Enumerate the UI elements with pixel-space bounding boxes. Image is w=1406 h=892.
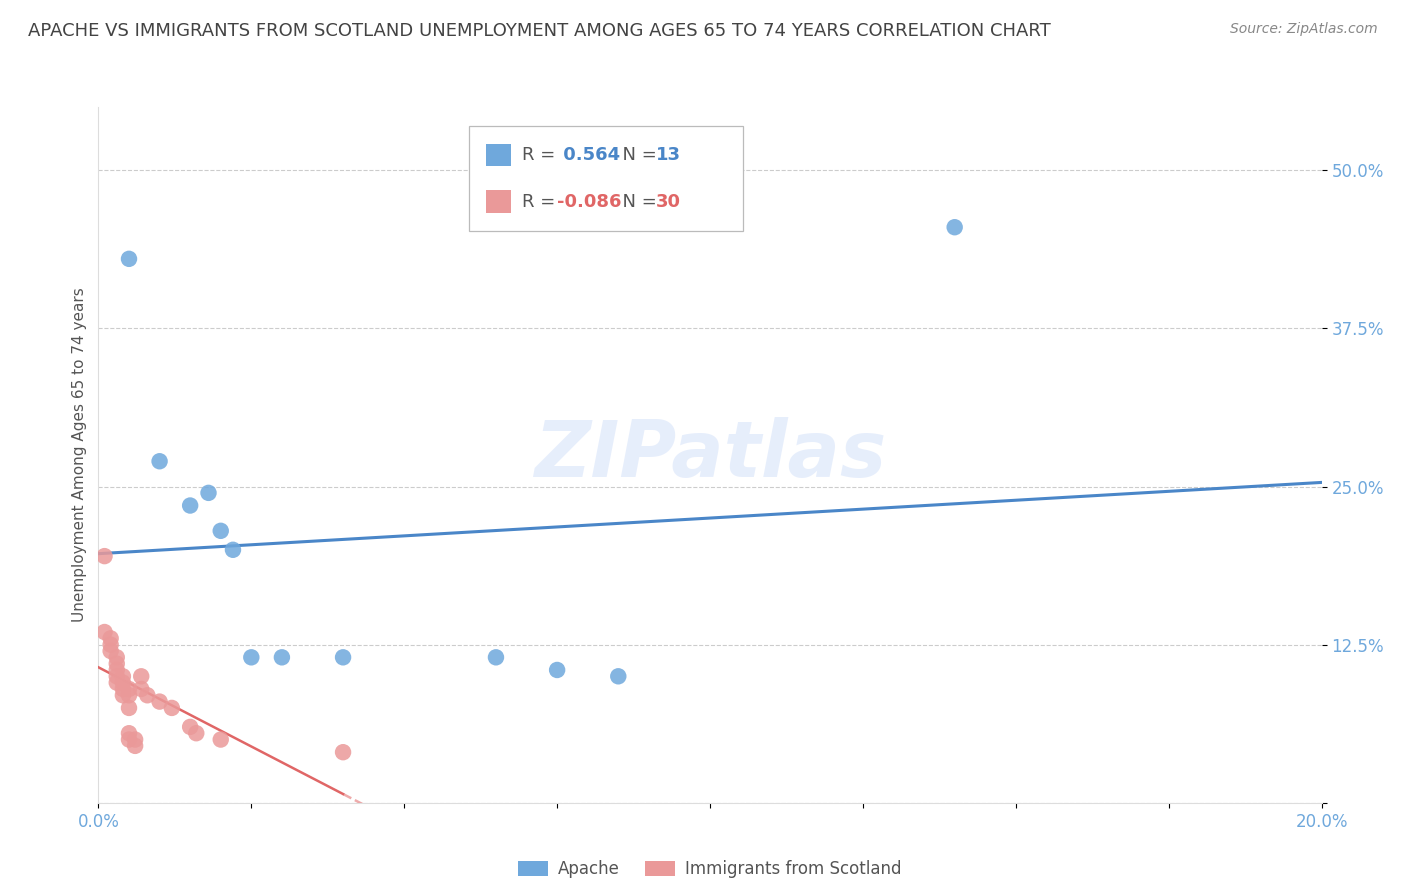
Point: [209, 732, 232, 747]
Point: [111, 675, 134, 690]
Text: 0.564: 0.564: [557, 146, 620, 164]
Point: [136, 688, 159, 702]
Point: [124, 739, 146, 753]
Point: [129, 681, 152, 696]
Point: [100, 638, 122, 652]
Text: 13: 13: [655, 146, 681, 164]
Point: [118, 252, 141, 266]
Point: [118, 688, 141, 702]
Point: [105, 675, 128, 690]
Point: [149, 695, 172, 709]
Point: [93, 625, 115, 640]
Text: APACHE VS IMMIGRANTS FROM SCOTLAND UNEMPLOYMENT AMONG AGES 65 TO 74 YEARS CORREL: APACHE VS IMMIGRANTS FROM SCOTLAND UNEMP…: [28, 22, 1050, 40]
Legend: Apache, Immigrants from Scotland: Apache, Immigrants from Scotland: [512, 854, 908, 885]
Point: [100, 632, 122, 646]
Point: [149, 454, 172, 468]
Text: R =: R =: [522, 146, 561, 164]
Text: ZIPatlas: ZIPatlas: [534, 417, 886, 493]
Point: [332, 745, 354, 759]
Point: [111, 681, 134, 696]
Point: [105, 657, 128, 671]
Point: [105, 650, 128, 665]
Point: [118, 726, 141, 740]
Text: N =: N =: [610, 146, 662, 164]
Text: R =: R =: [522, 193, 561, 211]
Point: [111, 688, 134, 702]
Point: [129, 669, 152, 683]
Point: [105, 669, 128, 683]
Point: [485, 650, 508, 665]
Point: [160, 701, 183, 715]
Point: [546, 663, 568, 677]
Text: Source: ZipAtlas.com: Source: ZipAtlas.com: [1230, 22, 1378, 37]
Text: N =: N =: [610, 193, 662, 211]
Point: [124, 732, 146, 747]
Point: [607, 669, 630, 683]
Point: [332, 650, 354, 665]
Text: -0.086: -0.086: [557, 193, 621, 211]
Point: [179, 499, 201, 513]
Y-axis label: Unemployment Among Ages 65 to 74 years: Unemployment Among Ages 65 to 74 years: [72, 287, 87, 623]
Point: [105, 663, 128, 677]
Point: [118, 732, 141, 747]
Point: [240, 650, 263, 665]
Point: [118, 701, 141, 715]
Point: [270, 650, 292, 665]
Point: [197, 486, 219, 500]
Point: [209, 524, 232, 538]
Point: [179, 720, 201, 734]
Point: [100, 644, 122, 658]
Point: [943, 220, 966, 235]
Text: 30: 30: [655, 193, 681, 211]
Point: [222, 542, 245, 557]
Point: [93, 549, 115, 563]
Point: [186, 726, 208, 740]
Point: [118, 681, 141, 696]
Point: [111, 669, 134, 683]
